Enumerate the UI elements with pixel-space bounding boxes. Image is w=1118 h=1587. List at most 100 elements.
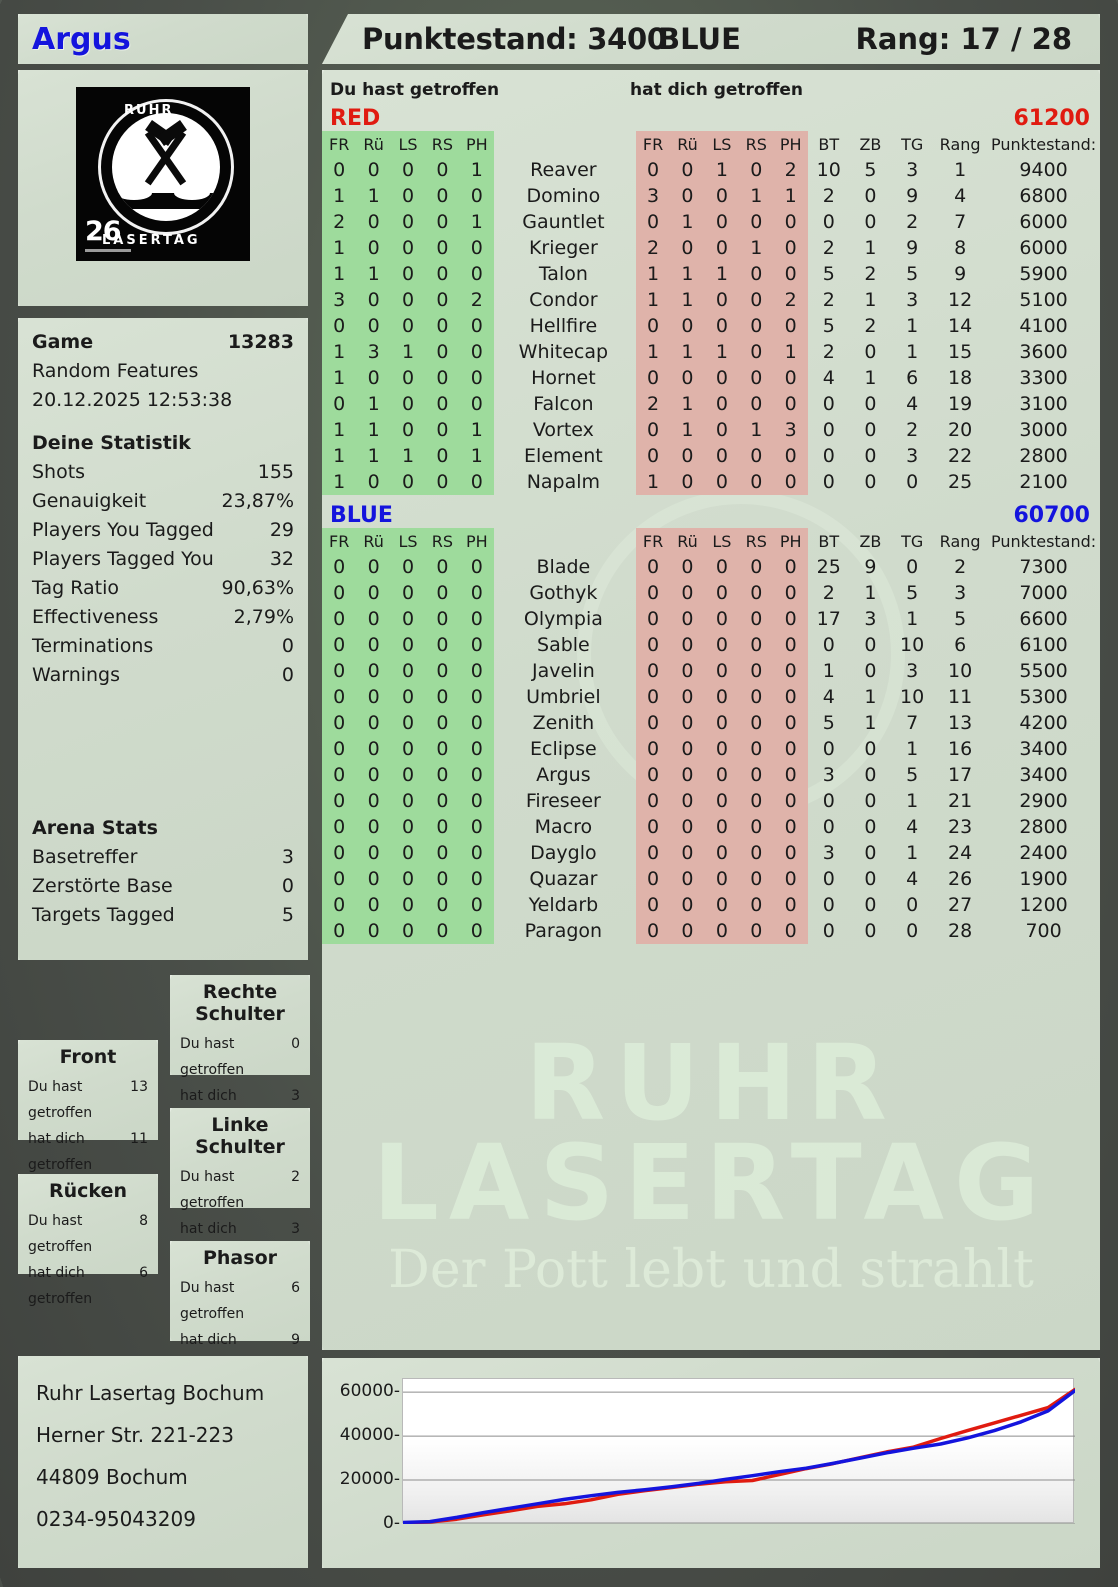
table-row[interactable]: 1 0 0 0 0 Hornet 0 0 0 0 0 4 1 6 18 3300	[322, 365, 1100, 391]
cell-got-hit: 0	[670, 710, 705, 736]
cell-tg: 3	[906, 660, 919, 682]
cell-player-name: Gothyk	[529, 582, 598, 604]
bodypart-card-linke-schulter: Linke Schulter Du hast getroffen 2 hat dich…	[170, 1108, 310, 1263]
cell-hit: 0	[390, 736, 426, 762]
cell-got-hit: 1	[635, 287, 671, 313]
bodypart-title: Rechte Schulter	[195, 981, 285, 1025]
cell-got-hit: 0	[670, 866, 705, 892]
table-row[interactable]: 1 1 0 0 1 Vortex 0 1 0 1 3 0 0 2 20 3000	[322, 417, 1100, 443]
col-header-hit-LS: LS	[390, 528, 426, 554]
bodypart-hit-label: Du hast getroffen	[28, 1079, 93, 1121]
table-row[interactable]: 0 0 0 0 0 Javelin 0 0 0 0 0 1 0 3 10 5500	[322, 658, 1100, 684]
arena-stats-title-label: Arena Stats	[32, 817, 158, 839]
cell-got-hit: 1	[635, 261, 671, 287]
table-row[interactable]: 0 0 0 0 0 Paragon 0 0 0 0 0 0 0 0 28 700	[322, 918, 1100, 944]
cell-points: 700	[1025, 920, 1062, 942]
table-row[interactable]: 0 0 0 0 0 Umbriel 0 0 0 0 0 4 1 10 11 5300	[322, 684, 1100, 710]
cell-hit: 0	[356, 658, 391, 684]
cell-zb: 0	[864, 419, 877, 441]
table-row[interactable]: 0 0 0 0 0 Eclipse 0 0 0 0 0 0 0 1 16 3400	[322, 736, 1100, 762]
cell-bt: 0	[822, 445, 835, 467]
cell-bt: 0	[822, 634, 835, 656]
table-row[interactable]: 0 1 0 0 0 Falcon 2 1 0 0 0 0 0 4 19 3100	[322, 391, 1100, 417]
cell-tg: 6	[906, 367, 919, 389]
cell-points: 6000	[1019, 211, 1068, 233]
cell-tg: 0	[906, 894, 919, 916]
venue-line: 0234-95043209	[36, 1507, 196, 1531]
cell-points: 5300	[1019, 686, 1068, 708]
col-header-punktestand: Punktestand:	[991, 134, 1097, 154]
cell-got-hit: 0	[704, 866, 740, 892]
cell-zb: 1	[864, 237, 877, 259]
table-row[interactable]: 0 0 0 0 0 Blade 0 0 0 0 0 25 9 0 2 7300	[322, 554, 1100, 580]
cell-got-hit: 1	[704, 261, 740, 287]
cell-hit: 1	[322, 365, 357, 391]
table-row[interactable]: 0 0 0 0 0 Sable 0 0 0 0 0 0 0 10 6 6100	[322, 632, 1100, 658]
table-row[interactable]: 1 0 0 0 0 Napalm 1 0 0 0 0 0 0 0 25 2100	[322, 469, 1100, 495]
table-row[interactable]: 3 0 0 0 2 Condor 1 1 0 0 2 2 1 3 12 5100	[322, 287, 1100, 313]
table-row[interactable]: 1 1 0 0 0 Talon 1 1 1 0 0 5 2 5 9 5900	[322, 261, 1100, 287]
cell-bt: 5	[822, 315, 835, 337]
cell-hit: 1	[390, 339, 426, 365]
col-header-got-RS: RS	[739, 528, 774, 554]
bodypart-got-hit-value: 11	[130, 1131, 148, 1147]
cell-got-hit: 0	[773, 554, 808, 580]
cell-got-hit: 0	[773, 866, 808, 892]
table-row[interactable]: 1 1 0 0 0 Domino 3 0 0 1 1 2 0 9 4 6800	[322, 183, 1100, 209]
table-row[interactable]: 0 0 0 0 0 Gothyk 0 0 0 0 0 2 1 5 3 7000	[322, 580, 1100, 606]
cell-hit: 0	[390, 580, 426, 606]
table-row[interactable]: 0 0 0 0 0 Olympia 0 0 0 0 0 17 3 1 5 6600	[322, 606, 1100, 632]
cell-tg: 1	[906, 738, 919, 760]
cell-got-hit: 0	[670, 736, 705, 762]
player-name-card: Argus	[18, 14, 308, 64]
personal-stat-label: Players You Tagged	[32, 519, 214, 541]
cell-zb: 0	[864, 634, 877, 656]
table-row[interactable]: 1 3 1 0 0 Whitecap 1 1 1 0 1 2 0 1 15 3600	[322, 339, 1100, 365]
personal-stats-list: Shots 155 Genauigkeit 23,87% Players You Tag…	[32, 458, 294, 690]
table-row[interactable]: 1 0 0 0 0 Krieger 2 0 0 1 0 2 1 9 8 6000	[322, 235, 1100, 261]
cell-got-hit: 0	[670, 580, 705, 606]
cell-rang: 16	[948, 738, 973, 760]
table-row[interactable]: 0 0 0 0 1 Reaver 0 0 1 0 2 10 5 3 1 9400	[322, 157, 1100, 183]
cell-hit: 1	[356, 261, 391, 287]
col-header-hit-FR: FR	[322, 131, 357, 157]
cell-hit: 1	[459, 157, 495, 183]
table-row[interactable]: 0 0 0 0 0 Fireseer 0 0 0 0 0 0 0 1 21 2900	[322, 788, 1100, 814]
cell-got-hit: 0	[773, 313, 808, 339]
table-row[interactable]: 0 0 0 0 0 Yeldarb 0 0 0 0 0 0 0 0 27 1200	[322, 892, 1100, 918]
logo-number: 26	[85, 216, 122, 247]
table-row[interactable]: 0 0 0 0 0 Macro 0 0 0 0 0 0 0 4 23 2800	[322, 814, 1100, 840]
cell-rang: 10	[948, 660, 973, 682]
table-row[interactable]: 0 0 0 0 0 Dayglo 0 0 0 0 0 3 0 1 24 2400	[322, 840, 1100, 866]
table-row[interactable]: 0 0 0 0 0 Quazar 0 0 0 0 0 0 0 4 26 1900	[322, 866, 1100, 892]
table-row[interactable]: 2 0 0 0 1 Gauntlet 0 1 0 0 0 0 0 2 7 6000	[322, 209, 1100, 235]
table-row[interactable]: 1 1 1 0 1 Element 0 0 0 0 0 0 0 3 22 2800	[322, 443, 1100, 469]
personal-stat-row: Shots 155	[32, 458, 294, 487]
cell-tg: 2	[906, 419, 919, 441]
chart-line-red	[403, 1387, 1075, 1524]
table-row[interactable]: 0 0 0 0 0 Argus 0 0 0 0 0 3 0 5 17 3400	[322, 762, 1100, 788]
cell-zb: 0	[864, 445, 877, 467]
col-header-ZB: ZB	[859, 134, 882, 154]
teams-container: RED 61200 FR Rü LS RS PH FR Rü LS RS PH BT ZB TG Rang Pu…	[322, 106, 1100, 944]
table-row[interactable]: 0 0 0 0 0 Zenith 0 0 0 0 0 5 1 7 13 4200	[322, 710, 1100, 736]
cell-hit: 0	[425, 417, 460, 443]
cell-hit: 0	[356, 209, 391, 235]
cell-hit: 0	[459, 840, 495, 866]
logo-arc-bottom: LASERTAG	[102, 233, 201, 248]
personal-stat-label: Tag Ratio	[32, 577, 119, 599]
cell-player-name: Reaver	[530, 159, 597, 181]
cell-got-hit: 0	[739, 840, 774, 866]
table-row[interactable]: 0 0 0 0 0 Hellfire 0 0 0 0 0 5 2 1 14 4100	[322, 313, 1100, 339]
legend-hit-you: hat dich getroffen	[630, 80, 804, 100]
cell-hit: 0	[390, 183, 426, 209]
bodypart-title: Linke Schulter	[195, 1114, 285, 1158]
cell-got-hit: 1	[739, 417, 774, 443]
col-header-got-Rü: Rü	[670, 131, 705, 157]
bodypart-card-front: Front Du hast getroffen 13 hat dich getroff…	[18, 1040, 158, 1173]
cell-got-hit: 0	[739, 762, 774, 788]
cell-bt: 10	[816, 159, 841, 181]
bodypart-hit-value: 6	[291, 1280, 300, 1296]
cell-hit: 0	[322, 710, 357, 736]
cell-got-hit: 2	[635, 235, 671, 261]
